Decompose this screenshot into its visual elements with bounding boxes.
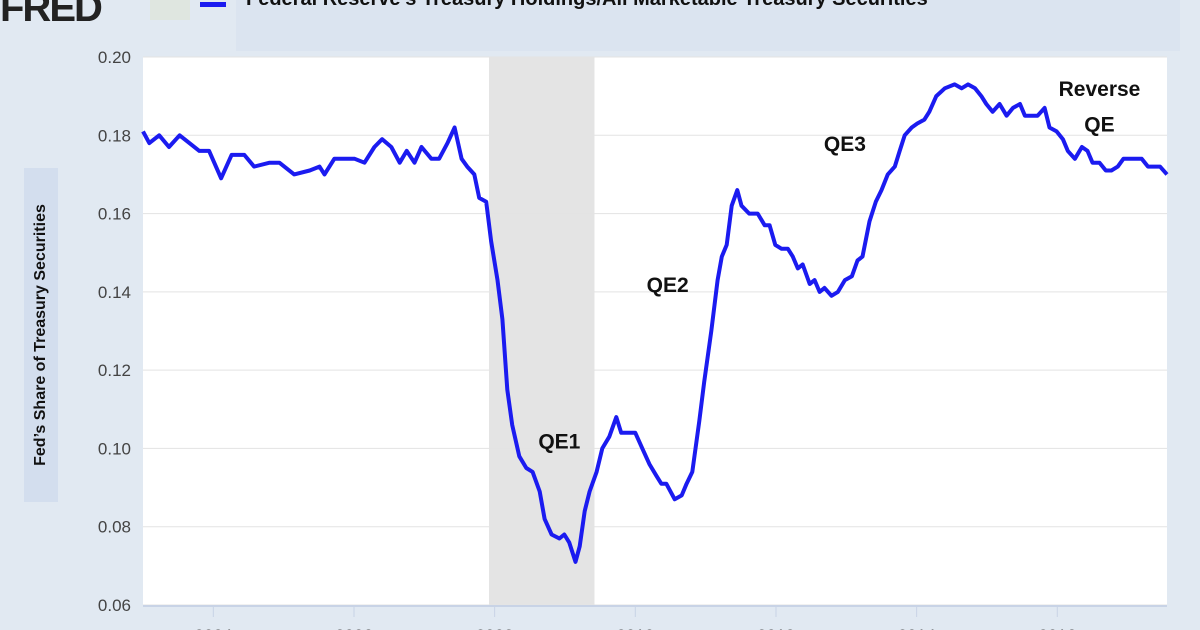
series-line [141, 82, 1169, 564]
y-tick-label: 0.16 [98, 205, 131, 224]
y-tick-label: 0.06 [98, 596, 131, 615]
x-tick-label: 2012 [757, 626, 795, 630]
annotation-label: QE2 [647, 274, 689, 297]
plot-area [143, 57, 1167, 605]
title-box: Federal Reserve's Treasury Holdings/All … [236, 0, 1180, 51]
y-tick-label: 0.08 [98, 518, 131, 537]
y-tick-label: 0.10 [98, 439, 131, 458]
x-tick-label: 2008 [476, 626, 514, 630]
annotation-label: QE1 [538, 430, 580, 453]
annotation-label: QE3 [824, 133, 866, 156]
x-tick-label: 2010 [616, 626, 654, 630]
y-tick-label: 0.18 [98, 126, 131, 145]
x-tick-label: 2016 [1038, 626, 1076, 630]
y-tick-label: 0.20 [98, 48, 131, 67]
x-tick-label: 2006 [335, 626, 373, 630]
chart-title: Federal Reserve's Treasury Holdings/All … [246, 0, 928, 11]
y-tick-label: 0.14 [98, 283, 131, 302]
x-tick-label: 2004 [194, 626, 232, 630]
legend-swatch [200, 2, 226, 7]
annotation-label: QE [1084, 113, 1114, 136]
ylabel-box [24, 168, 58, 502]
x-tick-label: 2014 [898, 626, 936, 630]
fred-logo: FRED [0, 0, 103, 30]
annotation-label: Reverse [1059, 78, 1141, 101]
y-tick-label: 0.12 [98, 361, 131, 380]
fred-chart-logo-icon [150, 0, 190, 20]
